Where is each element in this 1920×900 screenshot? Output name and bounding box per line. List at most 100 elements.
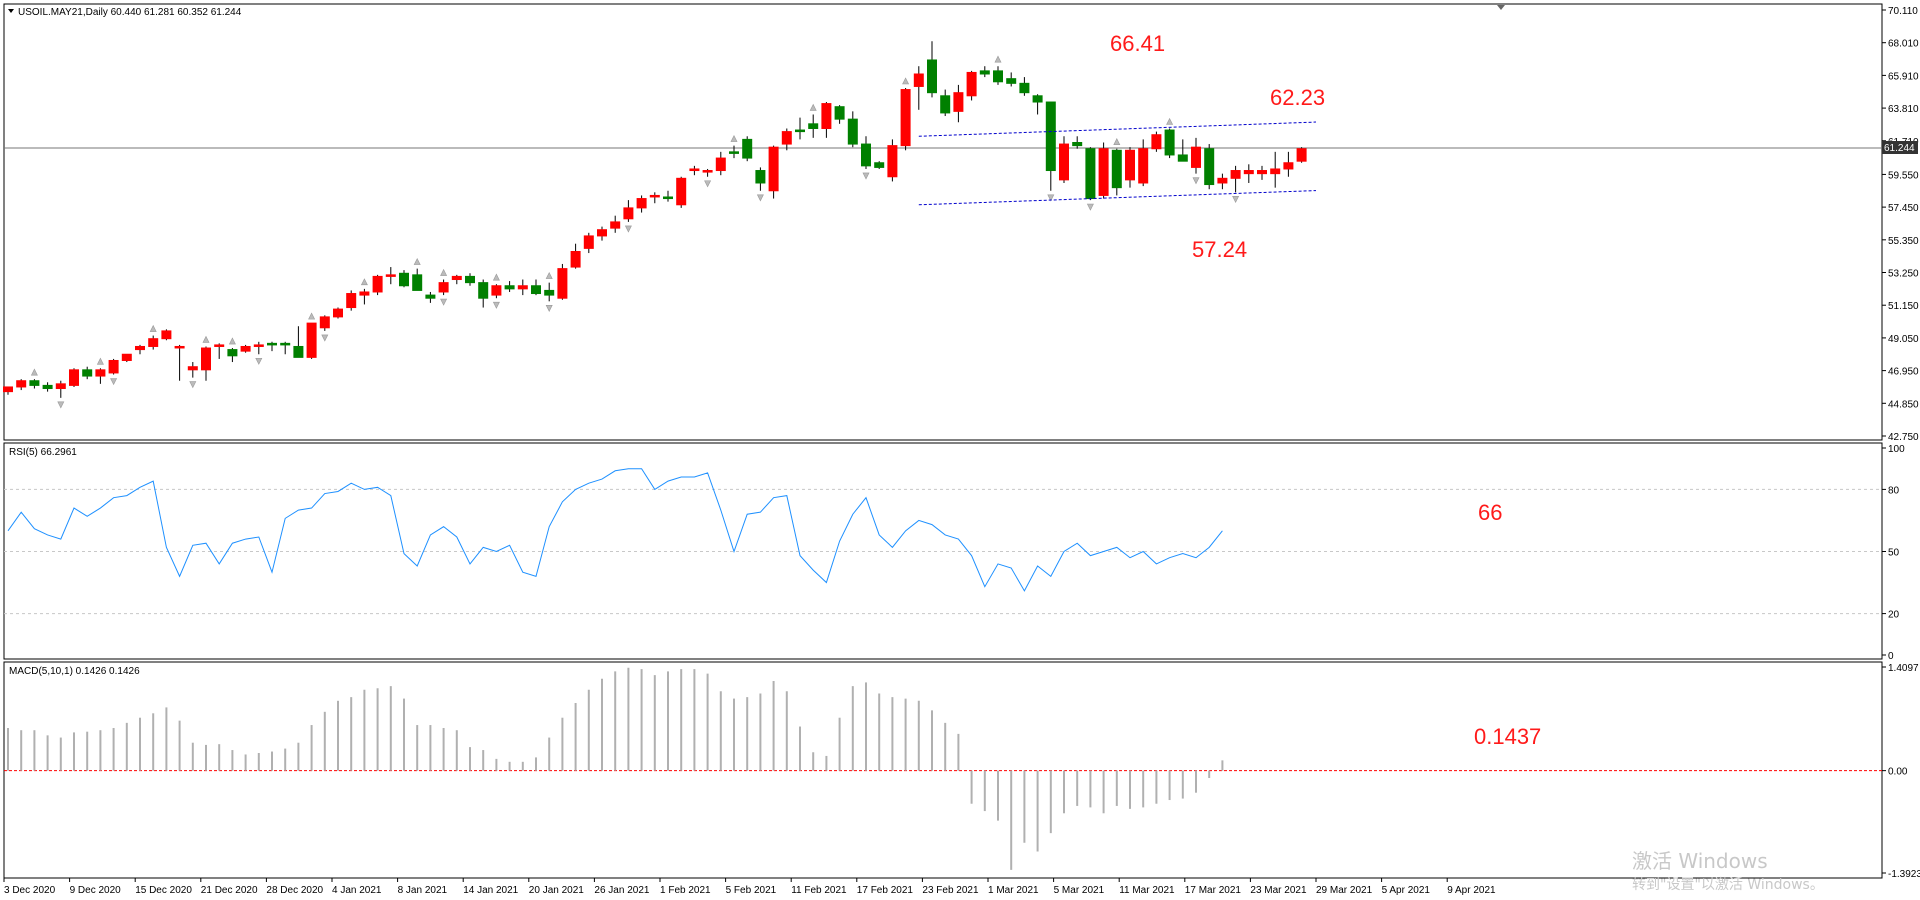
fractal-down-icon — [704, 180, 712, 188]
rsi-y-tick-label: 20 — [1888, 610, 1900, 621]
candle-body — [821, 103, 832, 129]
candle-body — [69, 369, 79, 386]
fractal-up-icon — [730, 134, 738, 142]
candle-body — [663, 196, 673, 200]
candle-body — [1217, 177, 1228, 184]
candle-body — [108, 359, 119, 374]
candle-body — [214, 344, 225, 347]
fractal-up-icon — [440, 268, 448, 276]
candle-body — [913, 73, 924, 87]
price-y-tick-label: 42.750 — [1888, 432, 1919, 443]
macd-y-tick-label: 0.00 — [1888, 767, 1908, 778]
candle-body — [346, 293, 357, 309]
fractal-up-icon — [308, 312, 316, 320]
rsi-series-line — [7, 468, 1223, 592]
candle-body — [1072, 142, 1083, 147]
price-panel-title: USOIL.MAY21,Daily 60.440 61.281 60.352 6… — [18, 7, 242, 18]
candle-body — [570, 250, 581, 268]
candle-body — [55, 383, 66, 390]
x-tick-label: 4 Jan 2021 — [332, 885, 382, 896]
x-tick-label: 23 Mar 2021 — [1250, 885, 1307, 896]
candle-body — [557, 268, 568, 299]
rsi-y-tick-label: 50 — [1888, 548, 1900, 559]
price-y-tick-label: 49.050 — [1888, 334, 1919, 345]
candle-body — [148, 338, 159, 347]
x-tick-label: 5 Feb 2021 — [726, 885, 777, 896]
candle-body — [702, 170, 713, 173]
macd-panel-frame[interactable] — [3, 661, 1883, 879]
candle-body — [689, 168, 700, 172]
x-tick-label: 21 Dec 2020 — [201, 885, 258, 896]
candle-body — [1045, 101, 1056, 172]
fractal-down-icon — [545, 305, 553, 312]
price-y-tick-label: 63.810 — [1888, 104, 1919, 115]
candle-body — [504, 285, 515, 290]
candle-body — [1019, 82, 1030, 94]
candle-body — [425, 294, 436, 299]
fractal-up-icon — [492, 273, 500, 281]
candle-body — [280, 342, 291, 346]
candle-body — [781, 131, 792, 145]
candle-body — [808, 123, 819, 129]
fractal-down-icon — [1047, 194, 1055, 202]
candle-body — [1257, 170, 1267, 175]
price-layer — [3, 41, 1882, 409]
fractal-up-icon — [994, 55, 1002, 63]
x-tick-label: 9 Apr 2021 — [1447, 885, 1496, 896]
fractal-down-icon — [255, 357, 263, 365]
candle-body — [267, 342, 277, 346]
annotation-rsi: 66 — [1478, 500, 1502, 525]
chart-shift-marker-icon[interactable] — [1497, 5, 1505, 10]
candle-body — [1283, 162, 1294, 170]
candle-body — [861, 143, 871, 167]
candle-body — [847, 118, 858, 145]
watermark-line1: 激活 Windows — [1632, 849, 1768, 873]
price-y-tick-label: 51.150 — [1888, 301, 1919, 312]
candle-body — [715, 157, 726, 172]
annotation-macd: 0.1437 — [1474, 724, 1541, 749]
candle-body — [174, 345, 185, 349]
candle-body — [795, 129, 805, 133]
price-y-tick-label: 65.910 — [1888, 71, 1919, 82]
candle-body — [1270, 168, 1281, 175]
x-tick-label: 28 Dec 2020 — [266, 885, 323, 896]
rsi-layer — [7, 468, 1223, 592]
channel-upper-line — [918, 121, 1317, 137]
candle-body — [29, 380, 40, 386]
candle-body — [438, 282, 449, 293]
price-panel-frame[interactable] — [3, 3, 1883, 441]
candle-body — [610, 221, 621, 229]
candle-body — [729, 151, 739, 154]
candle-body — [544, 289, 555, 296]
fractal-up-icon — [360, 278, 368, 286]
fractal-up-icon — [1113, 138, 1121, 146]
fractal-up-icon — [809, 103, 817, 111]
x-tick-label: 29 Mar 2021 — [1316, 885, 1373, 896]
annotation-swing-high: 62.23 — [1270, 85, 1325, 110]
candle-body — [385, 274, 396, 277]
candle-body — [3, 386, 13, 393]
candle-body — [1138, 148, 1149, 184]
dropdown-triangle-icon[interactable] — [8, 9, 14, 13]
fractal-down-icon — [756, 194, 764, 202]
candle-body — [531, 285, 541, 295]
candle-body — [240, 345, 251, 352]
candle-body — [1164, 129, 1175, 156]
candle-body — [465, 275, 475, 284]
candle-body — [1204, 148, 1215, 186]
price-y-tick-label: 59.550 — [1888, 170, 1919, 181]
candle-body — [1177, 154, 1188, 162]
price-y-tick-label: 68.010 — [1888, 39, 1919, 50]
candle-body — [742, 138, 753, 159]
macd-y-tick-label: -1.3923 — [1888, 869, 1920, 880]
candle-body — [1296, 148, 1307, 162]
candle-body — [333, 308, 343, 318]
x-tick-label: 14 Jan 2021 — [463, 885, 518, 896]
fractal-down-icon — [321, 334, 329, 342]
annotation-high: 66.41 — [1110, 31, 1165, 56]
current-price-label: 61.244 — [1884, 143, 1915, 154]
annotation-low: 57.24 — [1192, 237, 1247, 262]
x-tick-label: 1 Feb 2021 — [660, 885, 711, 896]
